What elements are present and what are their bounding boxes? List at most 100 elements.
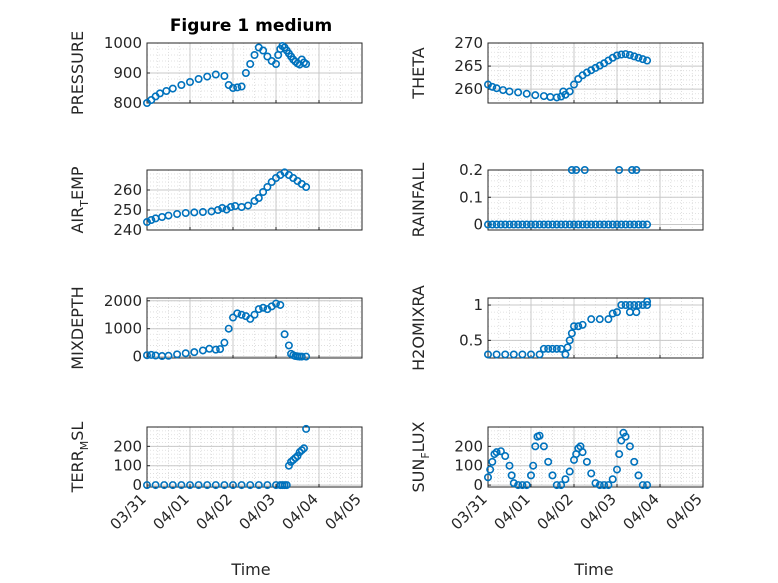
data-point	[630, 52, 639, 61]
data-point	[186, 78, 195, 87]
data-point	[567, 329, 576, 338]
data-point	[617, 301, 626, 310]
data-point	[625, 50, 634, 59]
data-point	[574, 444, 583, 453]
data-point	[284, 461, 293, 470]
data-point	[638, 481, 647, 490]
data-point	[518, 350, 527, 359]
y-tick-label: 100	[113, 457, 142, 475]
data-point	[271, 299, 280, 308]
data-point	[535, 431, 544, 440]
data-point	[237, 82, 246, 91]
data-point	[501, 220, 510, 229]
data-point	[173, 210, 182, 219]
data-point	[526, 220, 535, 229]
data-point	[147, 216, 156, 225]
data-point	[539, 442, 548, 451]
data-point	[531, 91, 540, 100]
data-point	[617, 220, 626, 229]
data-point	[190, 348, 199, 357]
data-point	[563, 343, 572, 352]
data-point	[518, 481, 527, 490]
data-point	[302, 59, 311, 68]
data-point	[254, 194, 263, 203]
data-point	[621, 50, 630, 59]
y-tick-label: 270	[454, 34, 483, 52]
data-point	[224, 324, 233, 333]
data-point	[535, 220, 544, 229]
data-point	[289, 55, 298, 64]
data-point	[488, 457, 497, 466]
data-point	[582, 220, 591, 229]
data-point	[569, 220, 578, 229]
data-point	[544, 344, 553, 353]
data-point	[143, 218, 152, 227]
data-point	[220, 72, 229, 81]
data-point	[615, 450, 624, 459]
data-point	[271, 59, 280, 68]
y-axis-label: TERRMSL	[68, 422, 91, 494]
y-tick-label: 0	[132, 476, 142, 494]
data-point	[213, 206, 222, 215]
data-point	[643, 481, 652, 490]
data-point	[522, 220, 531, 229]
data-point	[246, 59, 255, 68]
data-point	[567, 166, 576, 175]
y-axis-label: SUNFLUX	[409, 421, 432, 492]
y-tick-label: 260	[454, 80, 483, 98]
data-point	[250, 310, 259, 319]
data-point	[267, 178, 276, 187]
y-axis-label: H2OMIXRA	[409, 285, 428, 371]
data-point	[591, 479, 600, 488]
data-point	[282, 481, 291, 490]
data-point	[226, 203, 235, 212]
axes-box	[487, 297, 704, 359]
data-point	[582, 457, 591, 466]
data-point	[220, 338, 229, 347]
data-point	[488, 82, 497, 91]
data-point	[259, 188, 268, 197]
data-point	[632, 308, 641, 317]
data-point	[160, 481, 169, 490]
data-point	[233, 309, 242, 318]
data-point	[194, 481, 203, 490]
data-point	[211, 345, 220, 354]
data-point	[526, 471, 535, 480]
data-point	[574, 322, 583, 331]
y-tick-label: 800	[113, 94, 142, 112]
data-point	[608, 475, 617, 484]
data-point	[280, 330, 289, 339]
data-point	[578, 320, 587, 329]
data-point	[218, 204, 227, 213]
data-point	[612, 51, 621, 60]
data-point	[557, 481, 566, 490]
data-point	[625, 220, 634, 229]
data-point	[621, 301, 630, 310]
data-point	[634, 53, 643, 62]
data-point	[572, 166, 581, 175]
data-point	[237, 481, 246, 490]
data-point	[241, 69, 250, 78]
figure-title: Figure 1 medium	[170, 16, 332, 36]
data-point	[168, 481, 177, 490]
subplot-6: 0.5 1 H2OMIXRA	[409, 285, 704, 371]
data-point	[229, 313, 238, 322]
data-point	[194, 75, 203, 84]
data-point	[638, 55, 647, 64]
data-point	[604, 220, 613, 229]
subplot-3: 240 250 260 AIRTEMP	[68, 166, 363, 239]
data-point	[539, 344, 548, 353]
data-point	[297, 352, 306, 361]
data-point	[244, 201, 253, 210]
data-point	[496, 447, 505, 456]
data-point	[276, 300, 285, 309]
data-point	[548, 220, 557, 229]
data-point	[490, 450, 499, 459]
data-point	[638, 220, 647, 229]
data-point	[608, 309, 617, 318]
y-axis-label: RAINFALL	[409, 163, 428, 238]
data-point	[181, 209, 190, 218]
y-axis-label-tail: SL	[68, 422, 87, 441]
data-point	[203, 481, 212, 490]
